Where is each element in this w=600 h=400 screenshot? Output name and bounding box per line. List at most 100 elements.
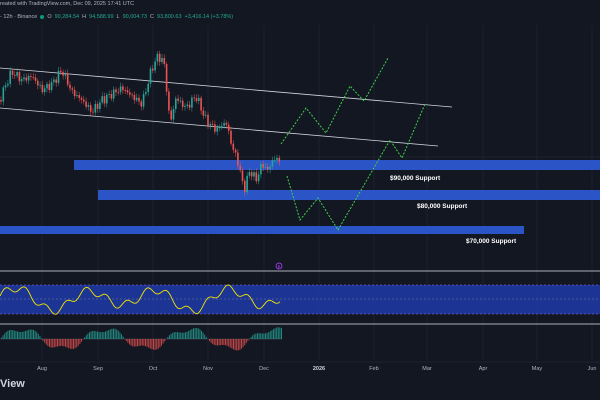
histogram-bar	[100, 332, 102, 339]
histogram-bar	[159, 339, 161, 348]
low-value: 90,004.73	[122, 14, 148, 20]
histogram-bar	[7, 330, 9, 339]
histogram-bar	[194, 327, 196, 339]
candle-body	[9, 70, 11, 84]
candle-body	[62, 72, 64, 76]
candle-body	[156, 53, 159, 62]
candle-body	[43, 88, 46, 93]
candle-body	[115, 89, 117, 93]
high-label: H	[82, 14, 87, 20]
histogram-bar	[170, 333, 172, 339]
candle-body	[80, 97, 83, 100]
x-tick-sep: Sep	[93, 366, 103, 372]
candle-body	[126, 90, 129, 93]
change-value: +3,416.14 (+3.78%)	[184, 14, 234, 20]
histogram-bar	[266, 332, 268, 339]
histogram-bar	[221, 339, 223, 345]
histogram-bar	[57, 339, 58, 347]
candle-body	[99, 102, 101, 109]
open-value: 90,284.54	[54, 14, 80, 20]
candle-body	[188, 104, 191, 108]
candle-body	[110, 94, 113, 99]
histogram-bar	[127, 339, 129, 343]
candle-body	[179, 100, 182, 102]
candle-body	[34, 77, 37, 81]
histogram-bar	[157, 339, 159, 349]
histogram-bar	[209, 339, 210, 342]
support-zone-70k[interactable]	[0, 226, 524, 234]
projection-path-upper[interactable]	[280, 57, 389, 145]
candle-body	[23, 77, 25, 80]
candle-body	[20, 79, 23, 82]
histogram-bar	[273, 329, 274, 339]
candle-body	[37, 80, 39, 86]
support-zone-90k[interactable]	[74, 160, 600, 170]
histogram-bar	[60, 339, 62, 346]
open-label: O	[47, 14, 52, 20]
histogram-bar	[189, 330, 191, 339]
histogram-bar	[114, 328, 116, 339]
candle-body	[216, 127, 218, 132]
histogram-bar	[244, 339, 246, 346]
event-marker-icon[interactable]	[275, 262, 283, 270]
histogram-bar	[47, 339, 49, 347]
projection-path-lower[interactable]	[286, 103, 426, 231]
histogram-bar	[233, 339, 234, 350]
histogram-bar	[58, 339, 60, 347]
candle-body	[237, 152, 239, 166]
candle-body	[89, 105, 92, 112]
candle-body	[232, 143, 235, 150]
channel-upper-line[interactable]	[0, 67, 453, 108]
candle-body	[39, 84, 41, 86]
support-zone-80k[interactable]	[98, 190, 600, 200]
candle-body	[27, 76, 30, 81]
candle-body	[253, 172, 255, 177]
histogram-bar	[52, 339, 54, 348]
candle-body	[140, 101, 143, 107]
histogram-bar	[175, 332, 177, 339]
candle-body	[276, 157, 278, 160]
histogram-bar	[274, 328, 276, 339]
histogram-bar	[261, 333, 263, 339]
attribution-text: reated with TradingView.com, Dec 09, 202…	[0, 1, 135, 7]
candle-body	[69, 84, 71, 89]
x-tick-dec: Dec	[259, 366, 269, 372]
candle-body	[186, 104, 189, 107]
candle-body	[135, 97, 138, 101]
histogram-bar	[109, 329, 111, 339]
histogram-bar	[133, 339, 135, 347]
histogram-bar	[73, 339, 74, 349]
histogram-bar	[247, 339, 249, 341]
rsi-line	[0, 284, 281, 315]
histogram-bar	[185, 332, 186, 339]
candle-body	[30, 76, 32, 77]
histogram-bar	[172, 332, 174, 339]
histogram-bar	[241, 339, 242, 349]
histogram-bar	[84, 337, 86, 339]
histogram-bar	[146, 339, 148, 347]
histogram-bar	[29, 329, 31, 339]
candle-body	[94, 103, 97, 113]
x-tick-may: May	[532, 366, 543, 372]
candle-body	[142, 94, 145, 107]
candle-body	[204, 114, 207, 116]
histogram-bar	[260, 333, 262, 339]
histogram-bar	[42, 339, 44, 341]
histogram-bar	[201, 330, 202, 339]
candle-body	[211, 123, 214, 125]
candle-body	[11, 70, 14, 75]
histogram-bar	[65, 339, 66, 347]
histogram-bar	[33, 329, 34, 339]
channel-lower-line[interactable]	[0, 107, 439, 147]
candle-body	[198, 97, 200, 101]
candle-body	[267, 166, 269, 170]
histogram-bar	[41, 338, 42, 339]
histogram-bar	[217, 339, 218, 346]
histogram-bar	[63, 339, 65, 347]
histogram-bar	[119, 332, 121, 339]
histogram-bar	[18, 331, 20, 339]
x-tick-oct: Oct	[149, 366, 158, 372]
